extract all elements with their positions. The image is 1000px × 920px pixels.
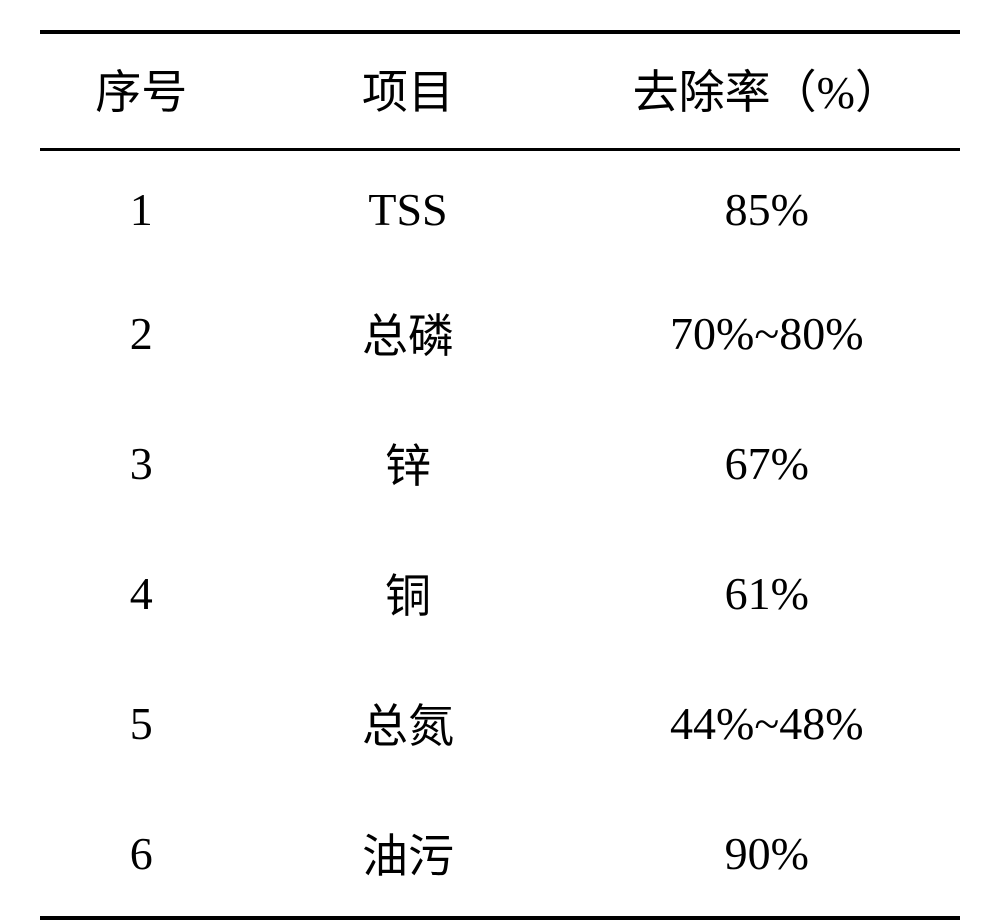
cell-item: TSS — [242, 150, 573, 269]
table-row: 2 总磷 70%~80% — [40, 268, 960, 398]
cell-item: 锌 — [242, 398, 573, 528]
cell-rate: 70%~80% — [574, 268, 960, 398]
cell-item: 铜 — [242, 528, 573, 658]
cell-rate: 61% — [574, 528, 960, 658]
cell-item: 总磷 — [242, 268, 573, 398]
table-row: 6 油污 90% — [40, 788, 960, 918]
cell-rate: 44%~48% — [574, 658, 960, 788]
col-header-item: 项目 — [242, 32, 573, 150]
cell-index: 6 — [40, 788, 242, 918]
cell-rate: 90% — [574, 788, 960, 918]
table-row: 1 TSS 85% — [40, 150, 960, 269]
col-header-index: 序号 — [40, 32, 242, 150]
removal-rate-table: 序号 项目 去除率（%） 1 TSS 85% 2 总磷 70%~80% 3 锌 … — [40, 30, 960, 920]
table-row: 4 铜 61% — [40, 528, 960, 658]
table-container: 序号 项目 去除率（%） 1 TSS 85% 2 总磷 70%~80% 3 锌 … — [0, 0, 1000, 805]
cell-rate: 67% — [574, 398, 960, 528]
col-header-removal-rate: 去除率（%） — [574, 32, 960, 150]
cell-item: 油污 — [242, 788, 573, 918]
table-row: 5 总氮 44%~48% — [40, 658, 960, 788]
cell-index: 1 — [40, 150, 242, 269]
table-header-row: 序号 项目 去除率（%） — [40, 32, 960, 150]
cell-index: 2 — [40, 268, 242, 398]
cell-index: 5 — [40, 658, 242, 788]
cell-rate: 85% — [574, 150, 960, 269]
cell-index: 4 — [40, 528, 242, 658]
cell-index: 3 — [40, 398, 242, 528]
table-row: 3 锌 67% — [40, 398, 960, 528]
cell-item: 总氮 — [242, 658, 573, 788]
